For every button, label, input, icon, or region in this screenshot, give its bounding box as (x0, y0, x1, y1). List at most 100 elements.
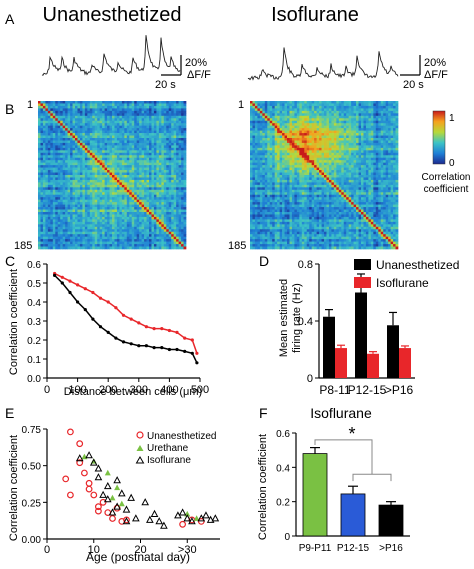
heatmap-cell (77, 239, 81, 242)
heatmap-cell (144, 120, 147, 124)
heatmap-cell (378, 128, 382, 131)
heatmap-cell (40, 165, 44, 168)
heatmap-cell (129, 125, 133, 129)
heatmap-cell (139, 182, 142, 186)
heatmap-cell (131, 241, 135, 245)
heatmap-cell (87, 101, 91, 104)
heatmap-cell (42, 157, 46, 161)
heatmap-cell (370, 145, 374, 149)
heatmap-cell (158, 155, 162, 159)
heatmap-cell (92, 239, 96, 242)
heatmap-cell (326, 125, 330, 129)
heatmap-cell (134, 187, 138, 191)
heatmap-cell (291, 105, 295, 109)
heatmap-cell (284, 130, 288, 134)
heatmap-cell (163, 147, 167, 151)
heatmap-cell (321, 115, 325, 119)
heatmap-cell (124, 135, 128, 139)
heatmap-cell (309, 120, 313, 124)
heatmap-cell (87, 118, 91, 122)
heatmap-cell (257, 130, 261, 134)
heatmap-cell (45, 162, 49, 166)
heatmap-cell (161, 142, 165, 146)
heatmap-cell (60, 142, 64, 146)
heatmap-cell (151, 150, 155, 154)
heatmap-cell (62, 130, 66, 134)
heatmap-cell (341, 103, 345, 107)
heatmap-cell (269, 110, 273, 114)
heatmap-cell (70, 110, 73, 114)
heatmap-cell (75, 229, 78, 233)
heatmap-cell (84, 219, 88, 223)
heatmap-cell (119, 229, 123, 233)
heatmap-cell (45, 135, 49, 139)
heatmap-cell (89, 224, 93, 228)
heatmap-cell (124, 160, 128, 164)
heatmap-cell (183, 115, 187, 119)
heatmap-cell (294, 118, 298, 122)
heatmap-cell (102, 216, 105, 220)
heatmap-cell (104, 207, 108, 210)
heatmap-cell (129, 147, 133, 151)
heatmap-cell (158, 197, 162, 201)
heatmap-cell (139, 128, 142, 131)
heatmap-cell (72, 192, 76, 196)
heatmap-cell (390, 155, 394, 159)
heatmap-cell (124, 236, 128, 240)
heatmap-cell (70, 182, 73, 186)
heatmap-cell (395, 110, 399, 114)
heatmap-cell (341, 147, 345, 151)
heatmap-cell (67, 103, 71, 107)
heatmap-cell (319, 145, 322, 149)
heatmap-cell (121, 226, 125, 230)
heatmap-cell (178, 125, 182, 129)
heatmap-cell (99, 152, 103, 156)
heatmap-cell (321, 105, 325, 109)
heatmap-cell (116, 207, 120, 210)
heatmap-cell (75, 123, 78, 127)
heatmap-cell (163, 221, 167, 225)
heatmap-cell (181, 229, 184, 233)
heatmap-cell (348, 108, 352, 112)
heatmap-cell (368, 138, 372, 141)
heatmap-cell (42, 150, 46, 154)
heatmap-cell (348, 110, 352, 114)
heatmap-cell (279, 145, 283, 149)
heatmap-cell (316, 101, 320, 104)
heatmap-cell (102, 160, 105, 164)
heatmap-cell (47, 113, 51, 117)
heatmap-cell (168, 197, 172, 201)
heatmap-cell (176, 187, 179, 191)
heatmap-cell (141, 152, 145, 156)
heatmap-cell (309, 152, 313, 156)
heatmap-cell (309, 147, 313, 151)
heatmap-cell (151, 167, 155, 171)
heatmap-cell (77, 108, 81, 112)
heatmap-cell (92, 167, 96, 171)
heatmap-cell (166, 101, 170, 104)
heatmap-cell (82, 103, 86, 107)
heatmap-cell (304, 113, 308, 117)
heatmap-cell (55, 135, 59, 139)
heatmap-cell (333, 123, 337, 127)
heatmap-cell (92, 138, 96, 141)
heatmap-cell (92, 226, 96, 230)
heatmap-cell (343, 135, 347, 139)
heatmap-cell (112, 234, 115, 238)
heatmap-cell (343, 101, 347, 104)
heatmap-cell (183, 221, 187, 225)
heatmap-cell (65, 219, 68, 223)
heatmap-cell (183, 184, 187, 188)
heatmap-cell (301, 133, 305, 136)
heatmap-cell (75, 162, 78, 166)
heatmap-cell (176, 175, 179, 178)
heatmap-cell (94, 160, 98, 164)
heatmap-cell (348, 123, 352, 127)
heatmap-cell (324, 147, 327, 151)
heatmap-cell (40, 130, 44, 134)
heatmap-cell (84, 135, 88, 139)
heatmap-cell (65, 197, 68, 201)
heatmap-cell (176, 118, 179, 122)
heatmap-cell (77, 236, 81, 240)
heatmap-cell (314, 123, 317, 127)
